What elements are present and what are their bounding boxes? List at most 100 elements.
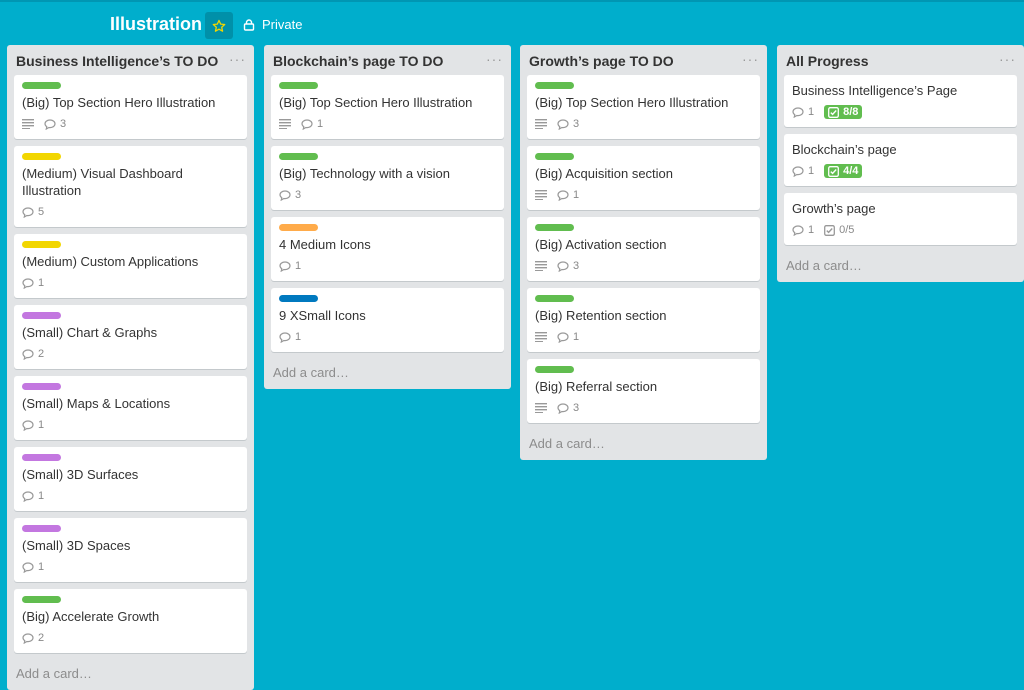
board-header: Illustration Private [0,0,1024,46]
card-label-green[interactable] [535,224,574,231]
card-label-green[interactable] [22,596,61,603]
card-label-purple[interactable] [22,312,61,319]
card-title: (Big) Acquisition section [535,166,674,181]
card[interactable]: (Big) Retention section 1 [527,288,760,352]
list-header: All Progress ··· [777,45,1024,75]
card[interactable]: Blockchain’s page 1 4/4 [784,134,1017,186]
card[interactable]: (Big) Acquisition section 1 [527,146,760,210]
comment-icon [792,224,804,236]
comment-count: 1 [573,331,580,343]
card-badges: 2 [22,629,239,647]
description-icon [279,119,291,129]
card-list: (Big) Top Section Hero Illustration 1 (Big… [264,75,511,352]
card-badges: 1 [279,257,496,275]
card[interactable]: (Small) 3D Surfaces 1 [14,447,247,511]
star-button[interactable] [205,12,233,39]
card[interactable]: (Small) 3D Spaces 1 [14,518,247,582]
comment-icon [22,206,34,218]
add-card-button[interactable]: Add a card… [16,666,92,681]
comment-icon [44,118,56,130]
card-list: Business Intelligence’s Page 1 8/8 Blockcha… [777,75,1024,245]
add-card-button[interactable]: Add a card… [786,258,862,273]
comments-badge: 1 [22,490,44,502]
description-badge [535,190,547,200]
list-title[interactable]: Blockchain’s page TO DO [273,53,444,69]
comment-count: 3 [60,118,67,130]
card[interactable]: (Medium) Visual Dashboard Illustration 5 [14,146,247,227]
comments-badge: 2 [22,348,44,360]
card-badges: 1 [279,115,496,133]
card-list: (Big) Top Section Hero Illustration 3 (Big… [520,75,767,423]
card[interactable]: (Small) Chart & Graphs 2 [14,305,247,369]
card-label-green[interactable] [279,82,318,89]
comment-count: 2 [38,348,45,360]
list-menu-button[interactable]: ··· [742,51,759,67]
card-title: (Big) Referral section [535,379,658,394]
comment-count: 1 [295,331,302,343]
add-card-button[interactable]: Add a card… [529,436,605,451]
comment-count: 1 [808,224,815,236]
card-label-green[interactable] [22,82,61,89]
comment-icon [792,106,804,118]
add-card-button[interactable]: Add a card… [273,365,349,380]
card[interactable]: Growth’s page 1 0/5 [784,193,1017,245]
description-icon [535,403,547,413]
list-menu-button[interactable]: ··· [229,51,246,67]
card-label-purple[interactable] [22,525,61,532]
card-badges: 5 [22,203,239,221]
comment-count: 1 [38,561,45,573]
card-label-green[interactable] [535,295,574,302]
description-badge [279,119,291,129]
card[interactable]: 9 XSmall Icons 1 [271,288,504,352]
comment-icon [557,402,569,414]
list-title[interactable]: All Progress [786,53,869,69]
privacy-button[interactable]: Private [243,17,302,32]
comment-count: 1 [295,260,302,272]
card[interactable]: (Big) Top Section Hero Illustration 3 [14,75,247,139]
card-badges: 3 [535,399,752,417]
comment-icon [22,632,34,644]
card-badges: 1 [535,328,752,346]
card-title: (Small) 3D Spaces [22,538,131,553]
card-badges: 1 8/8 [792,103,1009,121]
card[interactable]: (Medium) Custom Applications 1 [14,234,247,298]
card[interactable]: (Small) Maps & Locations 1 [14,376,247,440]
list-menu-button[interactable]: ··· [999,51,1016,67]
more-icon: ··· [486,51,503,67]
card-label-yellow[interactable] [22,153,61,160]
lock-icon [243,18,255,31]
comment-count: 3 [573,260,580,272]
comment-icon [279,260,291,272]
list-title[interactable]: Business Intelligence’s TO DO [16,53,219,69]
card[interactable]: (Big) Activation section 3 [527,217,760,281]
comments-badge: 1 [22,561,44,573]
card-title: (Big) Accelerate Growth [22,609,160,624]
card-label-green[interactable] [279,153,318,160]
card[interactable]: (Big) Top Section Hero Illustration 3 [527,75,760,139]
list-title[interactable]: Growth’s page TO DO [529,53,674,69]
card-label-yellow[interactable] [22,241,61,248]
board-title[interactable]: Illustration [110,14,203,34]
card-label-green[interactable] [535,153,574,160]
card-label-purple[interactable] [22,454,61,461]
card-label-purple[interactable] [22,383,61,390]
card[interactable]: 4 Medium Icons 1 [271,217,504,281]
card[interactable]: (Big) Referral section 3 [527,359,760,423]
card-label-blue[interactable] [279,295,318,302]
list-menu-button[interactable]: ··· [486,51,503,67]
card[interactable]: (Big) Accelerate Growth 2 [14,589,247,653]
card-label-green[interactable] [535,82,574,89]
card-title: (Big) Activation section [535,237,667,252]
card[interactable]: (Big) Technology with a vision 3 [271,146,504,210]
card[interactable]: Business Intelligence’s Page 1 8/8 [784,75,1017,127]
comments-badge: 3 [557,118,579,130]
comment-icon [22,490,34,502]
card-label-orange[interactable] [279,224,318,231]
card-title: (Small) 3D Surfaces [22,467,139,482]
card-title: 4 Medium Icons [279,237,371,252]
card-label-green[interactable] [535,366,574,373]
card[interactable]: (Big) Top Section Hero Illustration 1 [271,75,504,139]
comment-icon [279,331,291,343]
card-badges: 1 [22,487,239,505]
card-badges: 3 [535,115,752,133]
